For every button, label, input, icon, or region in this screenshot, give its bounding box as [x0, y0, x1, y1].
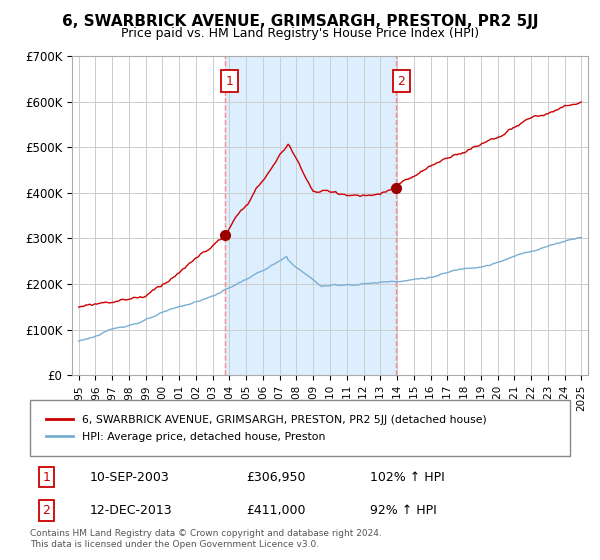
Bar — [224, 56, 396, 375]
Text: 2: 2 — [42, 504, 50, 517]
Text: 1: 1 — [42, 471, 50, 484]
FancyBboxPatch shape — [30, 400, 570, 456]
Text: 1: 1 — [226, 74, 233, 87]
Text: 10-SEP-2003: 10-SEP-2003 — [89, 471, 169, 484]
Text: Contains HM Land Registry data © Crown copyright and database right 2024.
This d: Contains HM Land Registry data © Crown c… — [30, 529, 382, 549]
Text: 12-DEC-2013: 12-DEC-2013 — [89, 504, 172, 517]
Legend: 6, SWARBRICK AVENUE, GRIMSARGH, PRESTON, PR2 5JJ (detached house), HPI: Average : 6, SWARBRICK AVENUE, GRIMSARGH, PRESTON,… — [41, 409, 492, 447]
Text: 92% ↑ HPI: 92% ↑ HPI — [370, 504, 437, 517]
Text: £411,000: £411,000 — [246, 504, 305, 517]
Text: 2: 2 — [397, 74, 405, 87]
Text: 6, SWARBRICK AVENUE, GRIMSARGH, PRESTON, PR2 5JJ: 6, SWARBRICK AVENUE, GRIMSARGH, PRESTON,… — [62, 14, 538, 29]
Text: Price paid vs. HM Land Registry's House Price Index (HPI): Price paid vs. HM Land Registry's House … — [121, 27, 479, 40]
Text: 102% ↑ HPI: 102% ↑ HPI — [370, 471, 445, 484]
Text: £306,950: £306,950 — [246, 471, 305, 484]
